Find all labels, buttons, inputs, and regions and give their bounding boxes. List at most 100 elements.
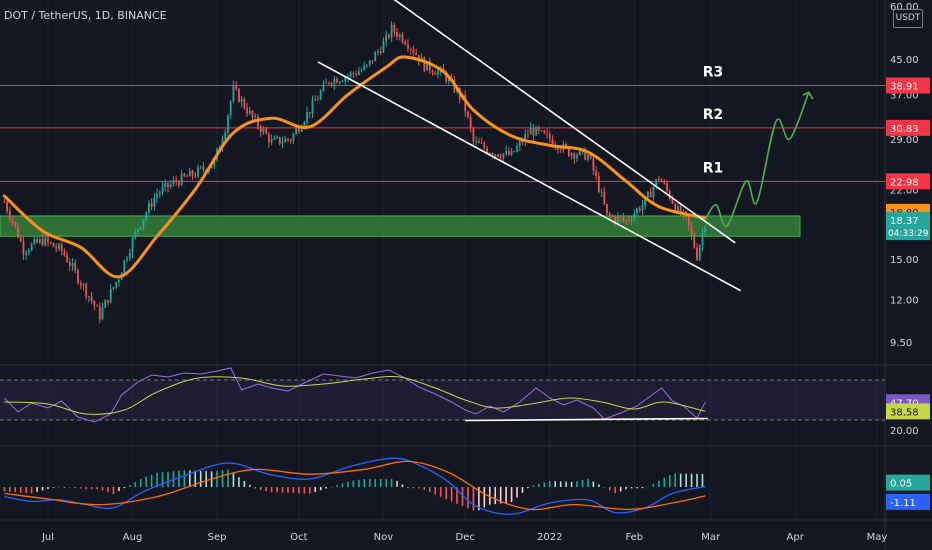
support-zone-rect <box>0 215 801 237</box>
candle-body <box>641 205 644 211</box>
candle-body <box>66 255 68 263</box>
candle-body <box>281 142 284 144</box>
price-tick-label: 45.00 <box>890 55 919 66</box>
macd-histogram-bar <box>254 487 257 489</box>
macd-histogram-bar <box>608 487 611 491</box>
candle-body <box>488 153 491 154</box>
candle-body <box>333 78 336 85</box>
rsi-tick-label: 20.00 <box>890 426 919 437</box>
candle-body <box>237 88 240 103</box>
macd-histogram-bar <box>423 487 426 490</box>
time-tick-label: May <box>867 532 888 543</box>
macd-histogram-bar <box>107 487 109 493</box>
macd-histogram-bar <box>521 487 524 493</box>
macd-histogram-bar <box>554 481 557 487</box>
candle-body <box>175 180 178 182</box>
macd-histogram-bar <box>308 487 311 494</box>
candle-body <box>668 190 671 199</box>
macd-histogram-bar <box>379 479 382 487</box>
macd-histogram-bar <box>559 481 562 487</box>
candle-body <box>357 71 360 75</box>
candle-body <box>180 173 183 186</box>
macd-histogram-bar <box>428 487 431 493</box>
candle-body <box>52 243 55 247</box>
candle-body <box>82 284 85 286</box>
macd-histogram-bar <box>614 487 617 494</box>
candle-body <box>251 110 254 118</box>
candle-body <box>248 110 251 114</box>
candle-body <box>284 138 287 143</box>
price-tick-label: 9.50 <box>890 338 912 349</box>
candle-body <box>58 244 60 249</box>
ema-line <box>2 55 707 279</box>
macd-histogram-bar <box>145 476 147 487</box>
price-tick-label: 60.00 <box>890 2 919 13</box>
candle-body <box>532 127 535 136</box>
price-axis: 60.00 45.00 37.00 29.00 22.00 15.00 12.00 9.50 2… <box>886 2 930 510</box>
candle-body <box>17 225 19 238</box>
macd-histogram-bar <box>265 487 267 492</box>
candle-body <box>467 111 469 117</box>
candle-body <box>666 183 668 191</box>
macd-histogram-bar <box>248 484 251 487</box>
candle-body <box>597 176 600 192</box>
macd-histogram-bar <box>592 481 595 487</box>
currency-button[interactable]: USDT <box>893 9 923 28</box>
time-tick-label: Oct <box>290 532 307 543</box>
macd-histogram-bar <box>238 477 240 487</box>
candle-body <box>622 217 625 221</box>
candle-body <box>194 175 197 177</box>
channel-lines <box>317 0 742 292</box>
macd-histogram-bar <box>101 487 104 491</box>
candle-body <box>164 182 167 187</box>
candle-body <box>63 250 66 256</box>
candle-body <box>177 181 180 186</box>
level-price-tag: 22.98 <box>890 177 919 188</box>
macd-histogram-bar <box>439 487 442 497</box>
candle-body <box>213 159 216 166</box>
candle-body <box>77 269 79 283</box>
candle-body <box>584 149 587 160</box>
macd-histogram-bar <box>314 487 317 493</box>
macd-histogram-bar <box>598 484 600 487</box>
candle-body <box>104 299 107 308</box>
candle-body <box>137 229 139 232</box>
macd-histogram-bar <box>58 486 60 488</box>
candle-body <box>396 32 398 38</box>
candle-body <box>360 69 363 72</box>
macd-histogram-bar <box>510 487 513 503</box>
price-tick-label: 12.00 <box>890 296 919 307</box>
candle-body <box>510 150 513 155</box>
candle-body <box>232 85 235 102</box>
macd-histogram-bar <box>374 479 377 487</box>
macd-histogram-bar <box>668 475 671 487</box>
macd-histogram-bar <box>603 487 606 488</box>
candle-body <box>352 72 355 74</box>
macd-histogram-bar <box>69 487 71 488</box>
macd-histogram-bar <box>625 487 627 490</box>
candle-body <box>112 287 115 289</box>
candle-body <box>278 137 281 144</box>
macd-histogram-bar <box>270 487 273 493</box>
candle-body <box>292 133 295 142</box>
candle-body <box>379 51 382 53</box>
candle-body <box>437 70 439 75</box>
macd-histogram-bar <box>483 487 486 508</box>
candle-body <box>33 239 36 244</box>
candle-body <box>499 156 502 158</box>
candle-body <box>548 133 551 140</box>
candle-body <box>134 231 137 238</box>
candle-body <box>202 166 205 170</box>
rsi-pane <box>0 367 885 423</box>
candle-body <box>565 143 568 148</box>
candle-body <box>71 263 74 267</box>
candle-body <box>447 77 450 82</box>
candle-body <box>123 260 126 273</box>
candle-body <box>41 238 44 246</box>
candle-body <box>614 216 617 223</box>
candle-body <box>559 149 562 151</box>
candle-body <box>169 184 172 187</box>
candle-body <box>267 133 270 143</box>
channel-upper-line <box>393 0 736 244</box>
